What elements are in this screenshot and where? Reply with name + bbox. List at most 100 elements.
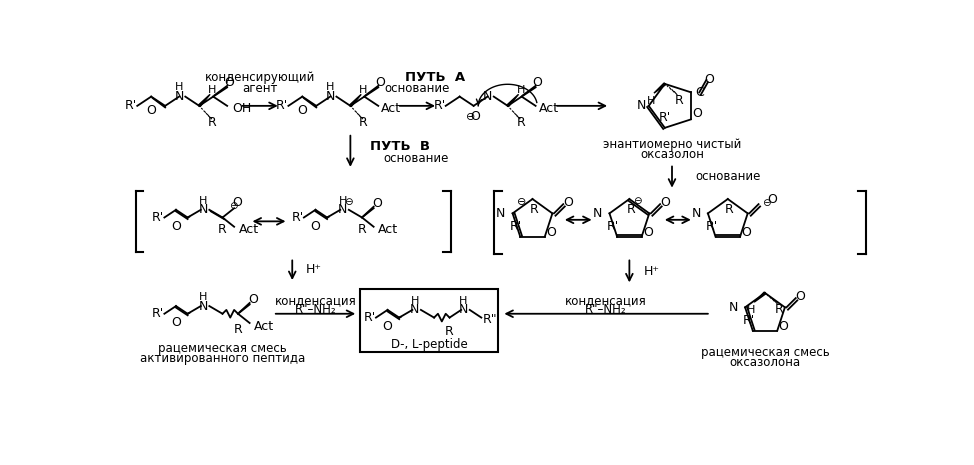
Text: O: O xyxy=(768,193,777,206)
Text: H: H xyxy=(175,82,183,93)
Text: R': R' xyxy=(743,314,755,327)
Text: N: N xyxy=(483,90,492,103)
Text: O: O xyxy=(741,226,751,239)
Text: R': R' xyxy=(125,100,137,113)
Text: R: R xyxy=(674,94,683,107)
Text: N: N xyxy=(496,207,506,220)
Text: H: H xyxy=(410,296,419,306)
Polygon shape xyxy=(350,94,361,106)
Text: R': R' xyxy=(705,220,718,233)
Text: OH: OH xyxy=(232,102,251,115)
Text: R"–NH₂: R"–NH₂ xyxy=(585,303,627,316)
Text: O: O xyxy=(659,196,670,209)
Text: ⊖: ⊖ xyxy=(466,112,475,122)
Text: R": R" xyxy=(483,312,498,326)
Text: ⊖: ⊖ xyxy=(517,197,526,207)
Text: R': R' xyxy=(433,100,446,113)
Text: R': R' xyxy=(607,220,619,233)
Text: O: O xyxy=(796,290,805,303)
Text: D-, L-peptide: D-, L-peptide xyxy=(391,338,468,351)
Text: O: O xyxy=(470,110,480,123)
Text: H: H xyxy=(208,86,216,95)
Text: N: N xyxy=(593,207,603,220)
Text: N: N xyxy=(692,207,701,220)
Text: O: O xyxy=(532,76,543,89)
Text: H: H xyxy=(747,305,755,315)
Text: R': R' xyxy=(291,211,304,224)
Text: N: N xyxy=(199,299,207,312)
Text: оксазолон: оксазолон xyxy=(640,148,704,161)
Text: рацемическая смесь: рацемическая смесь xyxy=(158,342,287,355)
Text: Act: Act xyxy=(539,102,559,115)
Text: R': R' xyxy=(510,220,522,233)
Bar xyxy=(360,289,499,352)
Text: H: H xyxy=(359,86,368,95)
Text: H: H xyxy=(326,82,334,93)
Text: O: O xyxy=(383,320,393,333)
Text: R': R' xyxy=(152,211,165,224)
Text: O: O xyxy=(146,104,156,117)
Text: основание: основание xyxy=(384,152,449,165)
Text: H: H xyxy=(199,292,207,302)
Text: конденсирующий: конденсирующий xyxy=(205,71,315,84)
Text: ⊖: ⊖ xyxy=(762,198,770,207)
Text: O: O xyxy=(247,293,258,306)
Text: O: O xyxy=(546,226,556,239)
Text: R: R xyxy=(208,116,217,129)
Text: ⊖: ⊖ xyxy=(345,197,354,207)
Text: H: H xyxy=(199,196,207,206)
Text: Act: Act xyxy=(382,102,401,115)
Text: R': R' xyxy=(363,311,376,324)
Text: основание: основание xyxy=(385,82,450,95)
Text: O: O xyxy=(224,76,234,89)
Text: N: N xyxy=(636,100,646,113)
Text: рацемическая смесь: рацемическая смесь xyxy=(700,346,830,359)
Text: H: H xyxy=(460,296,468,306)
Text: ПУТЬ  А: ПУТЬ А xyxy=(404,71,465,84)
Text: R: R xyxy=(530,203,539,216)
Text: N: N xyxy=(174,90,184,103)
Text: R"–NH₂: R"–NH₂ xyxy=(295,303,336,316)
Text: R: R xyxy=(516,116,525,129)
Text: Act: Act xyxy=(254,319,275,332)
Text: R: R xyxy=(357,223,366,236)
Text: O: O xyxy=(643,226,653,239)
Text: O: O xyxy=(171,220,181,233)
Text: R: R xyxy=(359,116,368,129)
Text: N: N xyxy=(325,90,335,103)
Text: O: O xyxy=(375,76,385,89)
Text: N: N xyxy=(459,303,468,316)
Polygon shape xyxy=(754,292,766,302)
Text: агент: агент xyxy=(242,82,278,95)
Text: H: H xyxy=(647,96,656,106)
Text: конденсация: конденсация xyxy=(275,294,356,307)
Text: ⊖: ⊖ xyxy=(229,201,238,211)
Text: H: H xyxy=(338,196,347,206)
Text: O: O xyxy=(232,196,243,209)
Text: активированного пептида: активированного пептида xyxy=(140,352,305,365)
Text: N: N xyxy=(410,303,420,316)
Text: H: H xyxy=(516,86,525,95)
Text: ПУТЬ  В: ПУТЬ В xyxy=(370,140,430,153)
Text: ⊖: ⊖ xyxy=(633,196,642,206)
Text: основание: основание xyxy=(695,170,761,183)
Text: R': R' xyxy=(152,307,165,320)
Text: N: N xyxy=(338,203,348,216)
Text: R: R xyxy=(774,303,783,316)
Text: оксазолона: оксазолона xyxy=(730,356,801,369)
Text: N: N xyxy=(199,203,207,216)
Text: H⁺: H⁺ xyxy=(643,265,659,278)
Text: Act: Act xyxy=(378,223,398,236)
Text: O: O xyxy=(563,196,573,209)
Text: O: O xyxy=(297,104,307,117)
Text: N: N xyxy=(729,301,738,314)
Text: R: R xyxy=(626,203,635,216)
Polygon shape xyxy=(506,94,518,106)
Text: R: R xyxy=(725,203,733,216)
Text: C: C xyxy=(695,86,704,99)
Text: энантиомерно чистый: энантиомерно чистый xyxy=(603,138,741,151)
Text: O: O xyxy=(372,197,382,210)
Polygon shape xyxy=(654,83,665,93)
Text: O: O xyxy=(693,107,702,120)
Text: R: R xyxy=(445,325,454,338)
